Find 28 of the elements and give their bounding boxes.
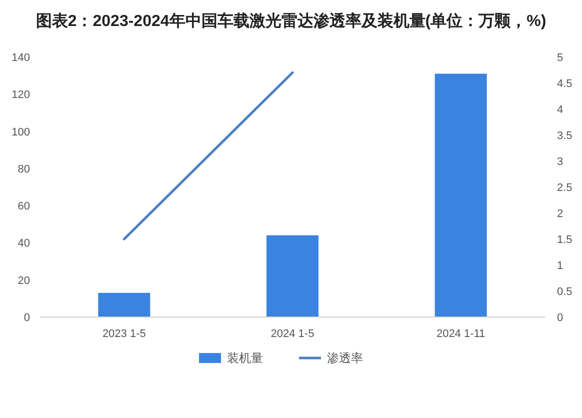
bar [434, 74, 487, 317]
y2-tick-label: 4 [557, 104, 564, 116]
legend-label: 装机量 [227, 351, 263, 365]
y2-tick-label: 2 [557, 208, 564, 220]
y-tick-label: 40 [18, 238, 30, 250]
y2-tick-label: 3.5 [557, 130, 572, 142]
y2-tick-label: 2.5 [557, 182, 572, 194]
y-tick-label: 80 [18, 163, 30, 176]
y2-tick-label: 5 [557, 52, 564, 64]
bar [266, 235, 318, 317]
chart-title: 图表2：2023-2024年中国车载激光雷达渗透率及装机量(单位：万颗，%) [36, 11, 546, 30]
y-tick-label: 120 [12, 89, 30, 102]
y2-tick-label: 1 [557, 260, 564, 272]
y-tick-label: 0 [24, 312, 30, 324]
y-tick-label: 100 [12, 126, 30, 138]
y-tick-label: 140 [12, 52, 30, 64]
y2-tick-label: 4.5 [557, 78, 572, 90]
y2-tick-label: 0 [557, 312, 564, 324]
y2-tick-label: 1.5 [557, 234, 572, 246]
x-tick-label: 2024 1-5 [270, 328, 314, 340]
y-tick-label: 20 [18, 274, 30, 287]
y2-tick-label: 3 [557, 156, 564, 168]
x-tick-label: 2024 1-11 [436, 328, 486, 340]
y2-tick-label: 0.5 [557, 286, 572, 298]
bar [98, 292, 150, 317]
x-tick-label: 2023 1-5 [102, 328, 146, 340]
y-tick-label: 60 [18, 200, 30, 213]
legend-label: 渗透率 [327, 351, 363, 365]
